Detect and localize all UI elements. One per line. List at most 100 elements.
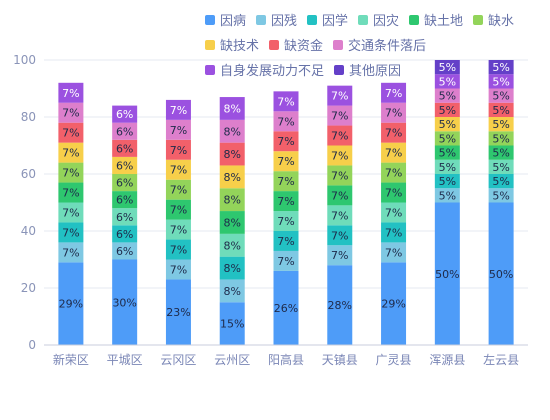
bar-segment[interactable]: [58, 102, 84, 123]
bar-segment[interactable]: [112, 156, 138, 174]
bar-segment[interactable]: [273, 191, 299, 212]
bar-segment[interactable]: [381, 142, 407, 163]
legend-label[interactable]: 缺资金: [284, 38, 323, 54]
bar-segment[interactable]: [219, 119, 245, 143]
bar-segment[interactable]: [327, 245, 353, 266]
legend-label[interactable]: 因残: [271, 14, 297, 29]
bar-segment[interactable]: [327, 125, 353, 146]
bar-segment[interactable]: [381, 182, 407, 203]
bar-segment[interactable]: [58, 122, 84, 143]
bar-segment[interactable]: [488, 188, 514, 203]
bar-segment[interactable]: [434, 60, 460, 75]
legend-swatch[interactable]: [334, 65, 345, 75]
bar-segment[interactable]: [434, 102, 460, 117]
bar-segment[interactable]: [165, 179, 191, 200]
bar-segment[interactable]: [488, 202, 514, 346]
bar-segment[interactable]: [112, 242, 138, 260]
bar-segment[interactable]: [165, 259, 191, 280]
bar-segment[interactable]: [219, 211, 245, 234]
bar-segment[interactable]: [219, 142, 245, 166]
bar-segment[interactable]: [381, 82, 407, 103]
bar-segment[interactable]: [58, 202, 84, 223]
bar-segment[interactable]: [327, 165, 353, 186]
bar-segment[interactable]: [165, 99, 191, 120]
bar-segment[interactable]: [327, 225, 353, 246]
bar-segment[interactable]: [273, 131, 299, 152]
bar-segment[interactable]: [58, 162, 84, 183]
bar-segment[interactable]: [273, 91, 299, 112]
bar-segment[interactable]: [488, 174, 514, 189]
bar-segment[interactable]: [165, 119, 191, 140]
bar-segment[interactable]: [58, 142, 84, 163]
bar-segment[interactable]: [112, 122, 138, 140]
bar-segment[interactable]: [219, 302, 245, 345]
bar-segment[interactable]: [327, 205, 353, 226]
bar-segment[interactable]: [165, 199, 191, 220]
legend-label[interactable]: 其他原因: [349, 64, 401, 79]
bar-segment[interactable]: [58, 222, 84, 243]
bar-segment[interactable]: [488, 117, 514, 132]
bar-segment[interactable]: [219, 97, 245, 120]
bar-segment[interactable]: [381, 242, 407, 263]
bar-segment[interactable]: [219, 165, 245, 189]
bar-segment[interactable]: [434, 74, 460, 89]
legend-swatch[interactable]: [256, 15, 267, 25]
bar-segment[interactable]: [327, 85, 353, 106]
bar-segment[interactable]: [112, 139, 138, 157]
legend-swatch[interactable]: [358, 15, 369, 25]
bar-segment[interactable]: [273, 151, 299, 172]
bar-segment[interactable]: [434, 174, 460, 189]
bar-segment[interactable]: [112, 191, 138, 209]
bar-segment[interactable]: [434, 159, 460, 174]
bar-segment[interactable]: [112, 259, 138, 346]
bar-segment[interactable]: [165, 239, 191, 260]
bar-segment[interactable]: [219, 188, 245, 212]
bar-segment[interactable]: [327, 265, 353, 345]
legend-label[interactable]: 缺土地: [424, 14, 463, 29]
bar-segment[interactable]: [112, 208, 138, 226]
bar-segment[interactable]: [219, 256, 245, 280]
bar-segment[interactable]: [58, 82, 84, 103]
bar-segment[interactable]: [434, 202, 460, 346]
legend-swatch[interactable]: [205, 15, 215, 25]
bar-segment[interactable]: [273, 250, 299, 271]
bar-segment[interactable]: [434, 131, 460, 146]
bar-segment[interactable]: [112, 174, 138, 192]
legend-label[interactable]: 缺技术: [220, 39, 259, 54]
bar-segment[interactable]: [488, 60, 514, 75]
legend-swatch[interactable]: [205, 65, 215, 75]
bar-segment[interactable]: [488, 74, 514, 89]
bar-segment[interactable]: [165, 219, 191, 240]
bar-segment[interactable]: [381, 162, 407, 183]
bar-segment[interactable]: [434, 117, 460, 132]
legend-swatch[interactable]: [409, 15, 420, 25]
bar-segment[interactable]: [488, 131, 514, 146]
legend-label[interactable]: 自身发展动力不足: [220, 63, 324, 79]
legend-label[interactable]: 交通条件落后: [348, 38, 426, 54]
bar-segment[interactable]: [434, 88, 460, 103]
bar-segment[interactable]: [434, 145, 460, 160]
legend-swatch[interactable]: [269, 40, 280, 50]
bar-segment[interactable]: [327, 185, 353, 206]
bar-segment[interactable]: [381, 102, 407, 123]
bar-segment[interactable]: [58, 242, 84, 263]
bar-segment[interactable]: [488, 145, 514, 160]
legend-swatch[interactable]: [333, 40, 344, 50]
bar-segment[interactable]: [219, 233, 245, 257]
legend-swatch[interactable]: [473, 15, 484, 25]
bar-segment[interactable]: [434, 188, 460, 203]
bar-segment[interactable]: [488, 159, 514, 174]
legend-label[interactable]: 因病: [220, 14, 246, 29]
bar-segment[interactable]: [488, 88, 514, 103]
bar-segment[interactable]: [165, 159, 191, 180]
bar-segment[interactable]: [273, 111, 299, 132]
legend-label[interactable]: 因学: [322, 13, 348, 29]
bar-segment[interactable]: [112, 105, 138, 123]
bar-segment[interactable]: [327, 145, 353, 166]
bar-segment[interactable]: [327, 105, 353, 126]
bar-segment[interactable]: [112, 225, 138, 243]
legend-label[interactable]: 缺水: [488, 14, 514, 29]
bar-segment[interactable]: [381, 202, 407, 223]
legend-label[interactable]: 因灾: [373, 13, 399, 29]
bar-segment[interactable]: [58, 182, 84, 203]
